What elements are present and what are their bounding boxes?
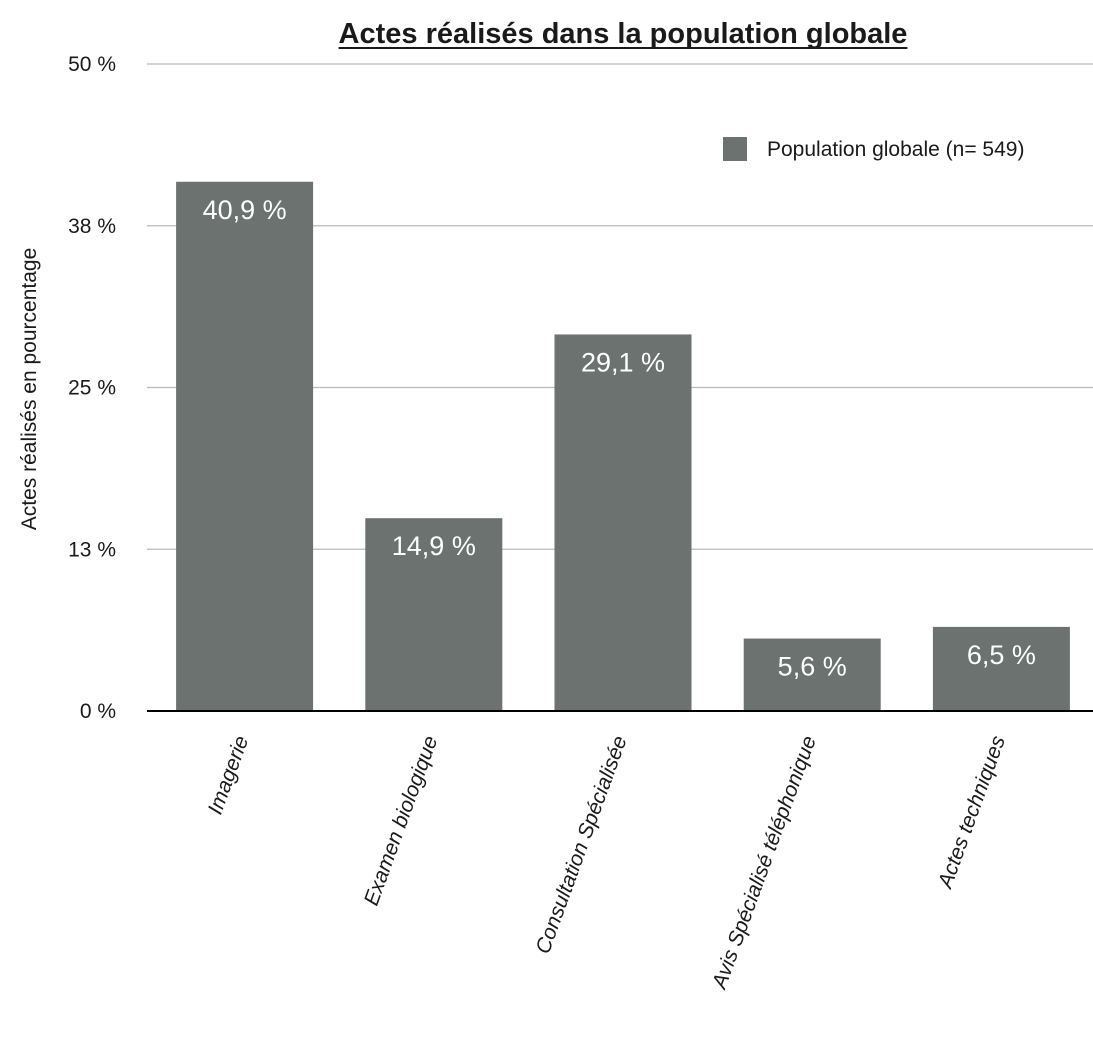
bar-value-label: 29,1 % — [581, 347, 665, 377]
x-axis-ticks: Imagerie Examen biologique Consultation Sp… — [204, 732, 1011, 993]
legend-label: Population globale (n= 549) — [767, 138, 1024, 161]
x-tick-label: Avis Spécialisé téléphonique — [707, 733, 821, 994]
bar-value-label: 5,6 % — [778, 652, 847, 682]
bar — [176, 181, 314, 711]
x-tick-label: Consultation Spécialisée — [531, 733, 631, 957]
y-axis-label: Actes réalisés en pourcentage — [18, 248, 41, 531]
x-tick-label: Examen biologique — [360, 733, 443, 909]
bar-value-label: 14,9 % — [392, 531, 476, 561]
bar-value-label: 6,5 % — [967, 640, 1036, 670]
bar — [743, 638, 881, 711]
bar — [554, 334, 692, 711]
bars — [176, 181, 1070, 711]
legend-swatch — [723, 137, 747, 161]
y-tick-label: 50 % — [68, 53, 116, 76]
bar — [932, 626, 1070, 711]
legend: Population globale (n= 549) — [723, 137, 1024, 161]
y-tick-label: 25 % — [68, 377, 116, 400]
data-labels: 40,9 % 14,9 % 29,1 % 5,6 % 6,5 % — [203, 195, 1036, 682]
bar-value-label: 40,9 % — [203, 195, 287, 225]
chart-title: Actes réalisés dans la population global… — [339, 18, 908, 50]
y-tick-label: 13 % — [68, 538, 116, 561]
y-axis-ticks: 0 % 13 % 25 % 38 % 50 % — [68, 53, 116, 723]
x-tick-label: Imagerie — [204, 733, 254, 818]
y-tick-label: 38 % — [68, 215, 116, 238]
y-tick-label: 0 % — [80, 700, 116, 723]
x-tick-label: Actes techniques — [933, 732, 1010, 893]
bar — [365, 518, 503, 711]
